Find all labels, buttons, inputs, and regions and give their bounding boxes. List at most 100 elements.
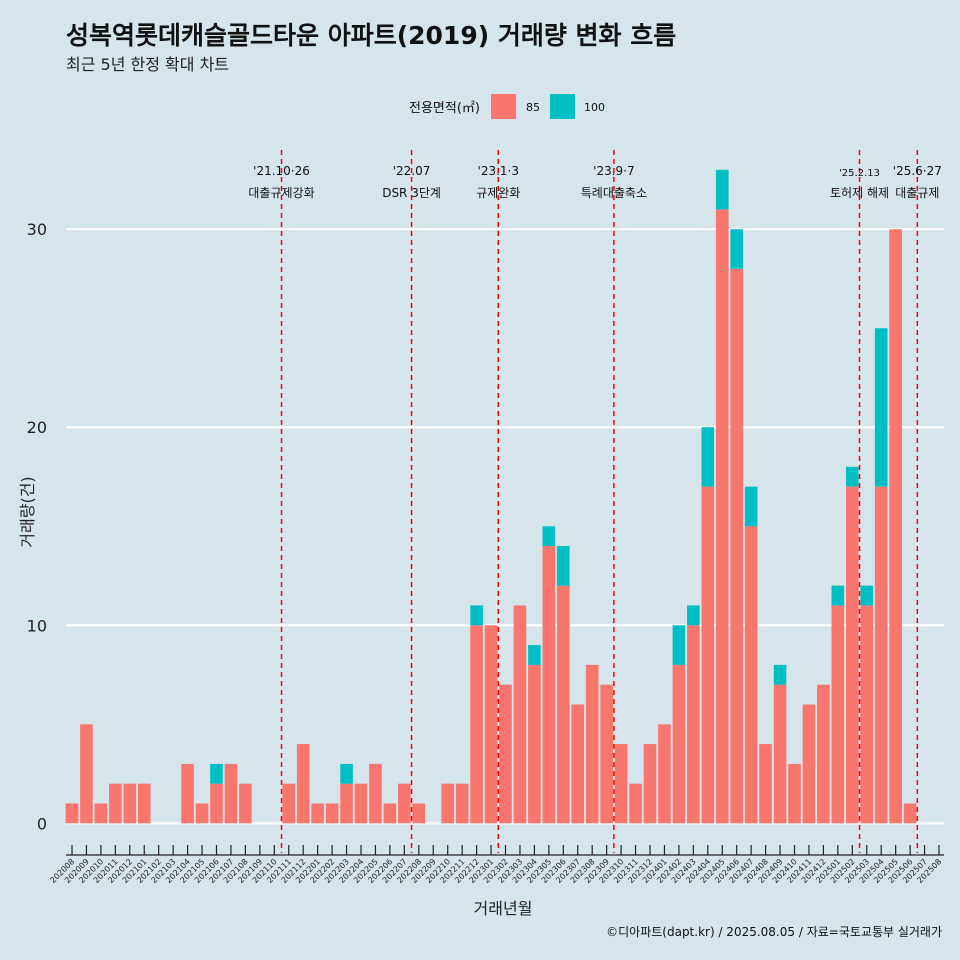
bar-100-202502 — [846, 466, 859, 487]
y-tick-label-30: 30 — [27, 220, 47, 239]
bar-85-202504 — [874, 486, 888, 824]
event-label-202309: 특례대출축소 — [581, 186, 647, 200]
bar-100-202501 — [831, 585, 845, 606]
bar-100-202409 — [773, 664, 787, 685]
bar-85-202107 — [224, 763, 238, 824]
caption: ©디아파트(dapt.kr) / 2025.08.05 / 자료=국토교통부 실… — [606, 925, 942, 939]
bar-85-202502 — [846, 486, 859, 824]
bars — [65, 169, 917, 824]
x-axis-title: 거래년월 — [474, 899, 533, 918]
bar-85-202112 — [296, 744, 310, 824]
event-date-202506: '25.6·27 — [893, 164, 942, 178]
legend-label-100: 100 — [584, 101, 605, 114]
bar-85-202312 — [643, 744, 657, 824]
bar-85-202411 — [802, 704, 816, 824]
y-tick-label-0: 0 — [37, 814, 47, 833]
event-label-202207: DSR 3단계 — [382, 186, 441, 200]
bar-100-202203 — [340, 763, 353, 784]
event-lines: '21.10·26 대출규제강화 '22.07 DSR 3단계 '23.1·3 규제완화 '… — [248, 150, 942, 853]
bar-85-202402 — [672, 664, 686, 824]
bar-100-202503 — [860, 585, 874, 606]
bar-85-202408 — [759, 744, 772, 824]
y-axis-title: 거래량(건) — [18, 476, 37, 547]
bar-100-202306 — [557, 546, 570, 586]
bar-85-202311 — [629, 783, 642, 824]
bar-85-202111 — [282, 783, 296, 824]
bar-85-202401 — [658, 724, 671, 824]
legend-swatch-85 — [491, 94, 516, 119]
bar-85-202505 — [889, 229, 902, 824]
bar-85-202307 — [571, 704, 585, 824]
bar-85-202104 — [181, 763, 194, 824]
bar-100-202406 — [730, 229, 743, 269]
event-label-202301: 규제완화 — [476, 186, 520, 200]
bar-100-202407 — [744, 486, 758, 527]
bar-85-202304 — [528, 664, 541, 824]
bar-100-202304 — [528, 645, 541, 665]
bar-100-202504 — [874, 328, 888, 487]
legend-swatch-100 — [550, 94, 575, 119]
bar-85-202306 — [557, 585, 570, 824]
bar-85-202305 — [542, 546, 556, 824]
bar-85-202302 — [499, 684, 512, 824]
legend-title: 전용면적(㎡) — [409, 101, 480, 116]
event-date-202207: '22.07 — [393, 164, 431, 178]
bar-100-202106 — [210, 763, 223, 784]
bar-85-202201 — [311, 803, 324, 824]
bar-85-202211 — [455, 783, 469, 824]
bar-85-202202 — [325, 803, 339, 824]
bar-85-202012 — [123, 783, 137, 824]
bar-100-202402 — [672, 625, 686, 665]
bar-85-202207 — [398, 783, 411, 824]
bar-85-202410 — [788, 763, 801, 824]
bar-85-202404 — [701, 486, 715, 824]
bar-85-202105 — [195, 803, 209, 824]
bar-85-202303 — [513, 605, 527, 824]
bar-85-202503 — [860, 605, 874, 824]
y-tick-label-10: 10 — [27, 616, 47, 635]
bar-85-202210 — [441, 783, 454, 824]
bar-85-202008 — [65, 803, 79, 824]
bar-85-202403 — [687, 625, 700, 824]
bar-85-202308 — [585, 664, 599, 824]
event-label-202506: 대출규제 — [895, 186, 939, 200]
bar-85-202501 — [831, 605, 845, 824]
bar-85-202506 — [903, 803, 917, 824]
bar-85-202407 — [744, 526, 758, 824]
y-tick-label-20: 20 — [27, 418, 47, 437]
legend: 전용면적(㎡) 85 100 — [409, 94, 605, 119]
chart-subtitle: 최근 5년 한정 확대 차트 — [66, 55, 229, 74]
event-date-202502: '25.2.13 — [839, 168, 880, 179]
bar-85-202412 — [817, 684, 830, 824]
event-date-202301: '23.1·3 — [478, 164, 519, 178]
bar-85-202310 — [614, 744, 628, 824]
bar-100-202212 — [470, 605, 483, 626]
chart-title: 성복역롯데캐슬골드타운 아파트(2019) 거래량 변화 흐름 — [66, 21, 676, 50]
bar-85-202204 — [354, 783, 368, 824]
bar-85-202206 — [383, 803, 397, 824]
bar-85-202212 — [470, 625, 483, 824]
legend-label-85: 85 — [526, 101, 540, 114]
bar-100-202305 — [542, 526, 556, 547]
bar-85-202301 — [484, 625, 498, 824]
bar-85-202208 — [412, 803, 426, 824]
bar-85-202203 — [340, 783, 353, 824]
x-axis: 2020082020092020102020112020122021012021… — [48, 845, 944, 885]
bar-100-202403 — [687, 605, 700, 626]
bar-100-202405 — [715, 169, 729, 210]
bar-85-202108 — [239, 783, 252, 824]
bar-85-202405 — [715, 209, 729, 824]
bar-85-202101 — [137, 783, 151, 824]
bar-85-202011 — [109, 783, 122, 824]
y-axis-ticks: 0 10 20 30 — [27, 220, 47, 833]
event-date-202309: '23.9·7 — [593, 164, 634, 178]
bar-85-202010 — [94, 803, 108, 824]
bar-85-202205 — [369, 763, 382, 824]
event-label-202110: 대출규제강화 — [248, 186, 314, 200]
bar-85-202106 — [210, 783, 223, 824]
bar-100-202404 — [701, 427, 715, 487]
bar-85-202409 — [773, 684, 787, 824]
event-date-202110: '21.10·26 — [253, 164, 310, 178]
event-label-202502: 토허제 해제 — [830, 186, 889, 200]
